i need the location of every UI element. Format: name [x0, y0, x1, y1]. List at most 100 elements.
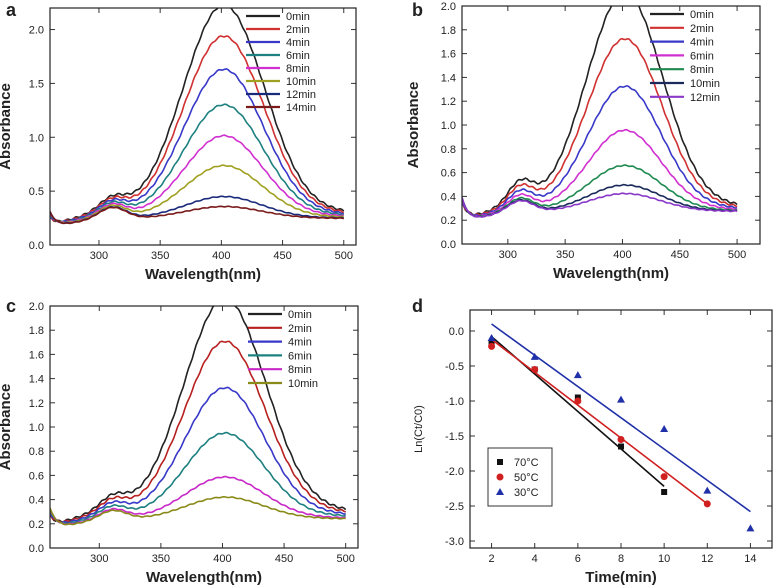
data-point-triangle	[746, 524, 755, 532]
legend-label: 8min	[288, 364, 312, 376]
y-axis-title: Absorbance	[405, 82, 422, 169]
legend-marker-triangle	[496, 488, 504, 495]
legend-label: 2min	[690, 23, 714, 35]
y-tick-label: -3.0	[445, 536, 464, 548]
legend-label: 8min	[286, 63, 310, 75]
x-tick-label: 300	[499, 249, 517, 261]
y-tick-label: 1.0	[441, 120, 456, 132]
series-line-14min	[50, 205, 344, 225]
data-point-square	[618, 443, 624, 450]
legend-label: 6min	[286, 50, 310, 62]
y-tick-label: -2.5	[445, 501, 464, 513]
series-line-6min	[50, 431, 346, 525]
x-tick-label: 500	[728, 249, 746, 261]
data-point-circle	[574, 397, 582, 405]
legend-label: 8min	[690, 64, 714, 76]
y-tick-label: -2.0	[445, 466, 464, 478]
legend-label: 0min	[690, 9, 714, 21]
y-tick-label: 2.0	[29, 301, 44, 313]
series-line-12min	[462, 192, 738, 218]
legend-label: 30°C	[514, 487, 539, 499]
x-tick-label: 450	[275, 553, 293, 565]
y-tick-label: 0.0	[441, 239, 456, 251]
y-tick-label: 1.4	[441, 72, 456, 84]
data-point-square	[661, 489, 668, 495]
y-tick-label: 1.4	[29, 374, 44, 386]
legend-label: 4min	[288, 337, 312, 349]
y-tick-label: -1.5	[445, 431, 464, 443]
y-tick-label: 0.5	[29, 186, 44, 198]
x-axis-title: Wavelength(nm)	[553, 265, 669, 282]
plot-area	[50, 306, 347, 526]
legend-marker-circle	[496, 473, 504, 481]
x-tick-label: 8	[618, 553, 624, 565]
y-tick-label: 1.0	[29, 132, 44, 144]
x-tick-label: 6	[575, 553, 581, 565]
data-point-circle	[617, 436, 625, 443]
series-line-0min	[50, 306, 347, 523]
x-axis-title: Wavelength(nm)	[145, 266, 261, 283]
legend-label: 0min	[286, 11, 310, 23]
x-tick-label: 2	[489, 553, 495, 565]
y-tick-label: -0.5	[445, 361, 464, 373]
y-tick-label: 1.8	[29, 325, 44, 337]
legend-label: 14min	[286, 102, 316, 114]
plot-area	[462, 6, 738, 218]
y-axis-title: Ln(Ct/C0)	[413, 405, 425, 453]
legend-label: 6min	[690, 50, 714, 62]
y-axis-title: Absorbance	[0, 384, 14, 471]
y-tick-label: 0.6	[441, 168, 456, 180]
series-line-6min	[462, 128, 738, 218]
y-tick-label: 0.0	[29, 240, 44, 252]
legend-label: 50°C	[514, 472, 539, 484]
series-line-4min	[50, 67, 344, 224]
data-point-triangle	[573, 371, 582, 379]
series-line-0min	[462, 6, 738, 217]
data-point-triangle	[703, 486, 712, 494]
legend-label: 2min	[288, 323, 312, 335]
series-line-2min	[462, 37, 738, 216]
series-line-8min	[462, 164, 738, 218]
x-tick-label: 14	[744, 553, 756, 565]
fit-line-circle	[491, 338, 708, 505]
y-tick-label: 0.4	[441, 191, 456, 203]
plot-area	[50, 8, 345, 225]
x-tick-label: 4	[532, 553, 538, 565]
series-line-10min	[50, 495, 346, 526]
legend-label: 70°C	[514, 457, 539, 469]
x-tick-label: 350	[556, 249, 574, 261]
y-tick-label: 2.0	[29, 25, 44, 37]
plot-frame	[49, 305, 359, 549]
x-tick-label: 400	[613, 249, 631, 261]
panel-d: d 2 4 6 8 10 12 14 0.0 -0.5 -1.0 -1.5 -2.0 -2.5 -3.0 Ti…	[412, 296, 773, 586]
x-tick-label: 350	[151, 250, 169, 262]
x-tick-label: 10	[658, 553, 670, 565]
data-point-triangle	[617, 395, 625, 403]
y-tick-label: 0.0	[29, 543, 44, 555]
x-tick-label: 12	[701, 553, 713, 565]
legend-label: 4min	[286, 37, 310, 49]
panel-a: a 300 350 400 450 500 0.0 0.5 1.0 1.5 2.0 Wavelengt…	[0, 0, 357, 283]
data-point-circle	[531, 366, 539, 373]
y-tick-label: 1.5	[29, 78, 44, 90]
panel-letter: c	[6, 296, 16, 316]
series-line-8min	[50, 475, 346, 526]
panel-letter: b	[412, 0, 423, 20]
legend-label: 12min	[286, 89, 316, 101]
data-point-circle	[703, 500, 711, 508]
y-tick-label: 0.8	[29, 446, 44, 458]
x-tick-label: 450	[273, 250, 291, 262]
y-tick-label: 1.2	[441, 96, 456, 108]
legend-marker-square	[497, 459, 503, 465]
series-line-2min	[50, 35, 345, 224]
legend-label: 0min	[288, 309, 312, 321]
x-tick-label: 300	[90, 250, 108, 262]
series-line-8min	[50, 134, 344, 224]
plot-frame	[49, 7, 357, 246]
legend-label: 4min	[690, 37, 714, 49]
plot-frame	[461, 5, 761, 245]
x-tick-label: 450	[671, 249, 689, 261]
x-axis-title: Time(min)	[585, 569, 656, 586]
panel-letter: a	[6, 0, 17, 20]
